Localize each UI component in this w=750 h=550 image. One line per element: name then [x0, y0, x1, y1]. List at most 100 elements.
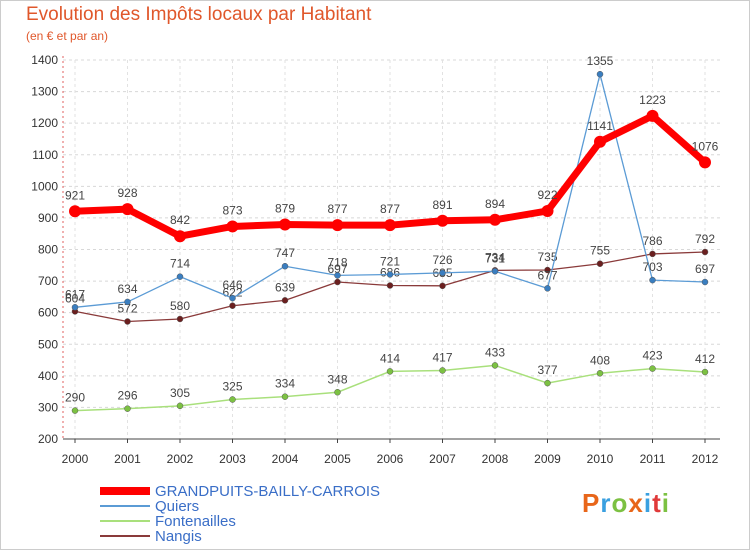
data-point	[701, 248, 709, 256]
y-tick-label: 1000	[31, 179, 58, 193]
data-point	[124, 318, 131, 325]
data-label: 414	[380, 351, 400, 365]
legend-swatch	[100, 505, 150, 507]
data-point	[439, 282, 446, 290]
data-label: 731	[485, 251, 505, 265]
y-tick-label: 600	[38, 306, 58, 320]
data-point	[334, 278, 341, 286]
data-point	[176, 402, 184, 410]
y-tick-label: 1200	[31, 116, 58, 130]
legend-swatch	[100, 535, 150, 537]
data-label: 377	[537, 363, 557, 377]
data-point	[71, 304, 79, 311]
data-label: 646	[222, 278, 242, 292]
data-label: 697	[695, 262, 715, 276]
data-point	[281, 393, 289, 400]
data-label: 290	[65, 391, 85, 405]
data-point	[226, 220, 239, 233]
data-point	[544, 285, 551, 292]
data-label: 718	[327, 255, 347, 269]
logo-letter: i	[643, 488, 653, 518]
proxiti-logo: Proxiti	[582, 488, 670, 519]
data-point	[279, 218, 291, 231]
data-point	[176, 273, 184, 280]
data-label: 891	[432, 198, 452, 212]
data-label: 348	[327, 372, 347, 386]
data-label: 604	[65, 291, 85, 305]
data-label: 408	[590, 353, 610, 367]
data-point	[649, 365, 656, 372]
data-point	[489, 213, 501, 226]
data-label: 1076	[692, 139, 719, 153]
data-point	[701, 278, 709, 286]
data-label: 894	[485, 197, 505, 211]
y-tick-label: 900	[38, 211, 58, 225]
data-label: 928	[117, 186, 137, 200]
data-point	[334, 389, 341, 396]
data-point	[386, 271, 394, 278]
y-tick-label: 800	[38, 243, 58, 257]
legend-label: Quiers	[155, 498, 200, 515]
data-label: 417	[432, 350, 452, 364]
x-tick-label: 2010	[587, 452, 614, 466]
data-point	[386, 282, 394, 289]
data-point	[596, 370, 604, 377]
data-label: 634	[117, 282, 137, 296]
data-label: 755	[590, 244, 610, 258]
data-label: 714	[170, 257, 190, 271]
y-tick-label: 1300	[31, 85, 58, 99]
logo-letter: t	[652, 488, 662, 518]
legend-swatch	[100, 520, 150, 522]
data-label: 1141	[587, 119, 613, 133]
data-point	[439, 269, 446, 277]
x-tick-label: 2008	[482, 452, 509, 466]
data-label: 1223	[639, 93, 666, 107]
data-point	[649, 250, 656, 258]
data-point	[544, 266, 551, 274]
logo-letter: i	[661, 488, 670, 518]
x-tick-label: 2012	[692, 452, 719, 466]
y-tick-label: 200	[38, 432, 58, 446]
chart-subtitle: (en € et par an)	[26, 29, 109, 43]
x-tick-label: 2011	[640, 452, 666, 466]
logo-letter: x	[628, 488, 644, 518]
data-label: 721	[380, 254, 400, 268]
y-tick-label: 1100	[32, 148, 58, 162]
y-tick-label: 400	[38, 369, 58, 383]
y-tick-label: 300	[38, 400, 58, 414]
data-point	[124, 405, 131, 412]
logo-letter: o	[611, 488, 629, 518]
y-tick-label: 700	[38, 274, 58, 288]
legend-swatch	[100, 487, 150, 495]
x-tick-label: 2009	[534, 452, 561, 466]
data-label: 921	[65, 188, 85, 202]
data-point	[331, 219, 344, 232]
data-label: 677	[537, 268, 557, 282]
data-label: 325	[222, 380, 242, 394]
logo-letter: r	[600, 488, 612, 518]
data-label: 433	[485, 345, 505, 359]
data-point	[596, 260, 604, 267]
data-point	[386, 368, 394, 375]
logo-letter: P	[582, 488, 601, 518]
data-label: 580	[170, 299, 190, 313]
data-point	[176, 315, 184, 323]
data-point	[491, 268, 499, 275]
x-tick-label: 2006	[377, 452, 404, 466]
x-tick-label: 2007	[429, 452, 456, 466]
data-point	[699, 156, 711, 169]
data-label: 296	[117, 389, 137, 403]
data-label: 842	[170, 213, 190, 227]
data-label: 922	[537, 188, 557, 202]
data-point	[281, 297, 289, 304]
data-label: 747	[275, 246, 295, 260]
x-tick-label: 2002	[167, 452, 194, 466]
data-point	[121, 203, 134, 216]
chart-title: Evolution des Impôts locaux par Habitant	[26, 4, 372, 25]
data-label: 617	[65, 287, 85, 301]
data-point	[649, 276, 656, 284]
data-point	[439, 367, 446, 374]
data-point	[174, 230, 186, 243]
data-label: 873	[222, 203, 242, 217]
